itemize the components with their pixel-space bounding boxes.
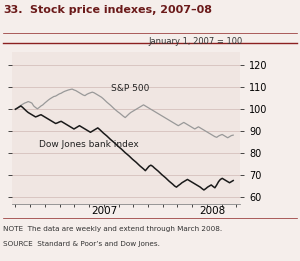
Text: Dow Jones bank index: Dow Jones bank index: [39, 140, 139, 149]
Text: 33.: 33.: [3, 5, 22, 15]
Text: Stock price indexes, 2007–08: Stock price indexes, 2007–08: [30, 5, 212, 15]
Text: S&P 500: S&P 500: [111, 84, 149, 93]
Text: January 1, 2007 = 100: January 1, 2007 = 100: [149, 37, 243, 46]
Text: SOURCE  Standard & Poor’s and Dow Jones.: SOURCE Standard & Poor’s and Dow Jones.: [3, 241, 160, 247]
Text: NOTE  The data are weekly and extend through March 2008.: NOTE The data are weekly and extend thro…: [3, 226, 222, 232]
